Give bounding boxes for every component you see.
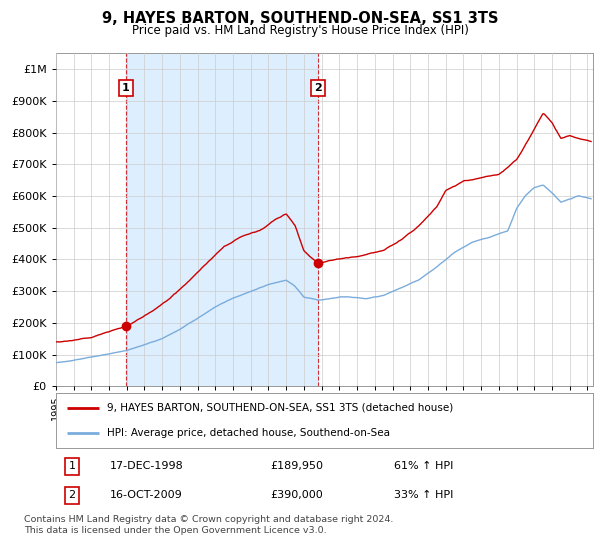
Bar xyxy=(126,53,318,386)
Text: 1: 1 xyxy=(122,83,130,93)
Text: 2: 2 xyxy=(314,83,322,93)
Text: 16-OCT-2009: 16-OCT-2009 xyxy=(110,491,182,500)
Text: Contains HM Land Registry data © Crown copyright and database right 2024.
This d: Contains HM Land Registry data © Crown c… xyxy=(24,515,394,535)
Text: 17-DEC-1998: 17-DEC-1998 xyxy=(110,461,183,471)
Text: HPI: Average price, detached house, Southend-on-Sea: HPI: Average price, detached house, Sout… xyxy=(107,428,390,438)
Text: 2: 2 xyxy=(68,491,76,500)
Text: 9, HAYES BARTON, SOUTHEND-ON-SEA, SS1 3TS: 9, HAYES BARTON, SOUTHEND-ON-SEA, SS1 3T… xyxy=(102,11,498,26)
Text: 9, HAYES BARTON, SOUTHEND-ON-SEA, SS1 3TS (detached house): 9, HAYES BARTON, SOUTHEND-ON-SEA, SS1 3T… xyxy=(107,403,453,413)
Text: £189,950: £189,950 xyxy=(271,461,323,471)
Text: 61% ↑ HPI: 61% ↑ HPI xyxy=(394,461,454,471)
Text: 1: 1 xyxy=(68,461,76,471)
Text: 33% ↑ HPI: 33% ↑ HPI xyxy=(394,491,454,500)
Text: Price paid vs. HM Land Registry's House Price Index (HPI): Price paid vs. HM Land Registry's House … xyxy=(131,24,469,36)
Text: £390,000: £390,000 xyxy=(271,491,323,500)
